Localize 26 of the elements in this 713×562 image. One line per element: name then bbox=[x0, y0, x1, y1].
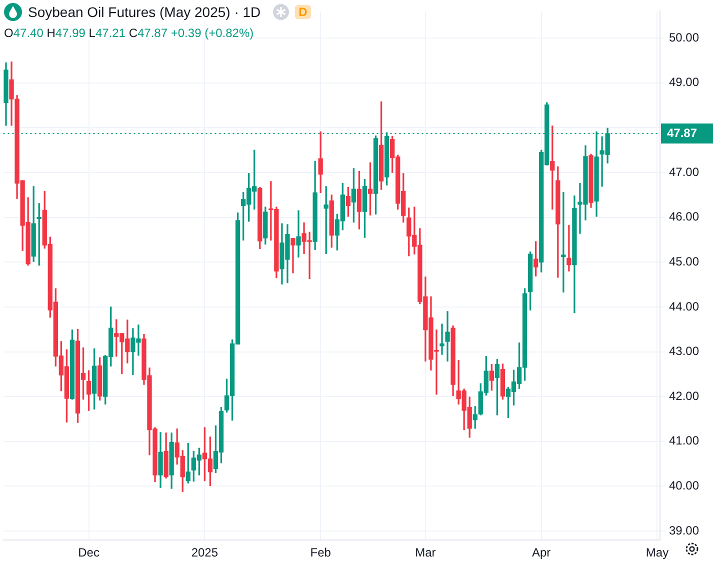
x-tick-label: Dec bbox=[78, 546, 100, 560]
y-tick-label: 43.00 bbox=[669, 344, 700, 358]
ref-line-label: 47.87 bbox=[667, 126, 698, 140]
x-tick-label: 2025 bbox=[191, 546, 218, 560]
y-tick-label: 49.00 bbox=[669, 75, 700, 90]
y-tick-label: 45.00 bbox=[669, 254, 700, 268]
x-tick-label: Mar bbox=[415, 546, 436, 560]
x-tick-label: May bbox=[646, 546, 669, 560]
candlestick bbox=[290, 238, 296, 274]
x-tick-label: Feb bbox=[310, 546, 332, 560]
x-tick-label: Apr bbox=[532, 546, 551, 560]
text: O47.40 H47.99 L47.21 C47.87 +0.39 (+0.82%) bbox=[4, 26, 254, 40]
candlestick bbox=[440, 324, 444, 355]
y-tick-label: 40.00 bbox=[669, 478, 700, 493]
y-tick-label: 44.00 bbox=[669, 299, 700, 314]
y-tick-label: 39.00 bbox=[669, 523, 700, 538]
chart-title: Soybean Oil Futures (May 2025) · 1D bbox=[28, 4, 261, 20]
candlestick bbox=[296, 210, 301, 258]
y-tick-label: 47.00 bbox=[669, 164, 700, 179]
y-tick-label: 42.00 bbox=[669, 388, 700, 403]
annotation: D bbox=[294, 5, 312, 19]
candlestick bbox=[445, 311, 450, 362]
candlestick bbox=[566, 225, 572, 272]
y-tick-label: 50.00 bbox=[669, 30, 700, 44]
y-tick-label: 46.00 bbox=[669, 210, 700, 224]
y-tick-label: 41.00 bbox=[669, 434, 700, 448]
